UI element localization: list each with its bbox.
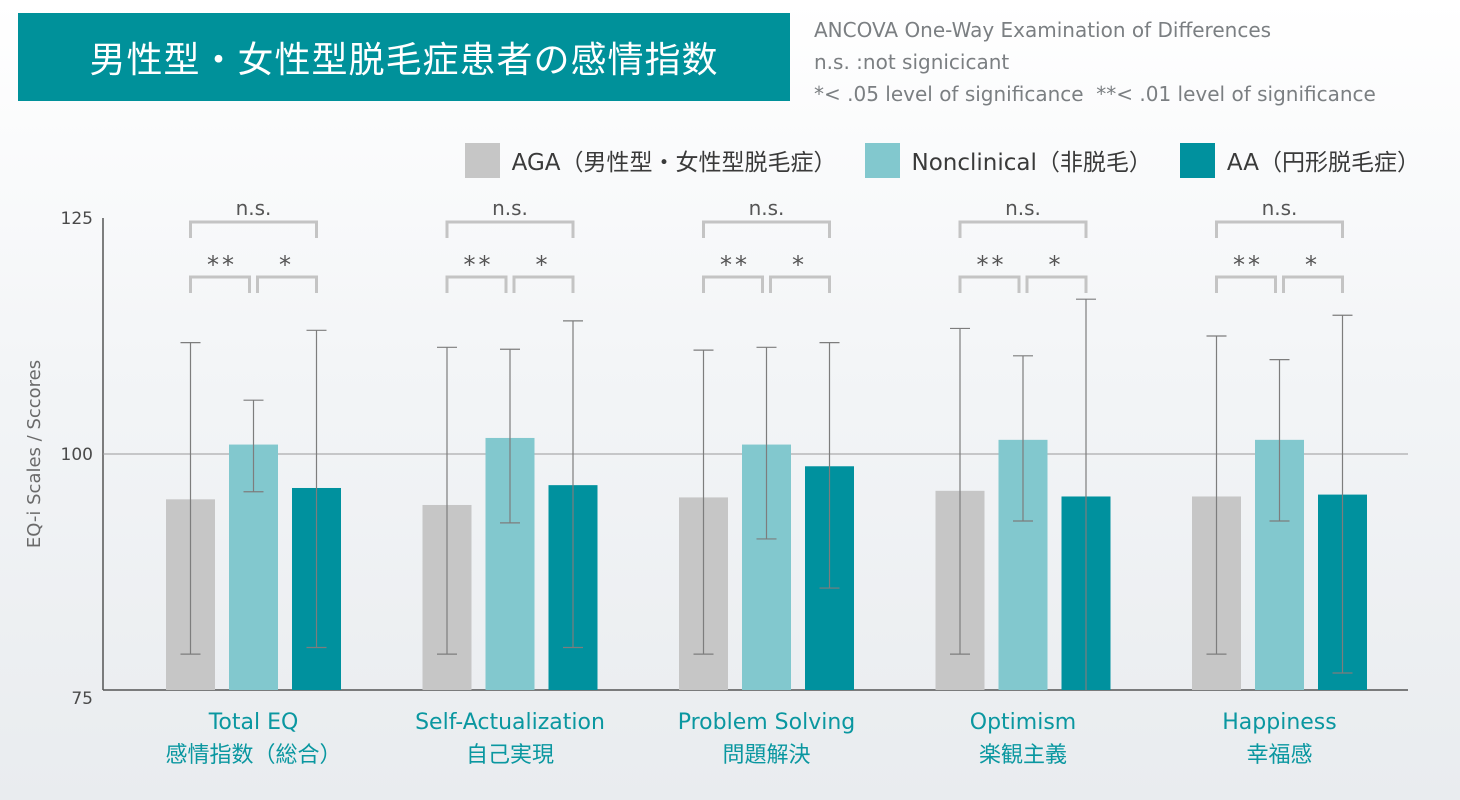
sig-label-top-4: n.s. [1262, 196, 1298, 220]
legend-item-nonclinical: Nonclinical（非脱毛） [864, 142, 1152, 178]
bracket-top-0 [189, 220, 318, 238]
bracket-left-2 [702, 275, 764, 293]
sig-label-right-2: * [792, 251, 804, 279]
category-label-en-4: Happiness [1222, 710, 1336, 735]
sig-label-top-2: n.s. [749, 196, 785, 220]
bracket-left-0 [189, 275, 251, 293]
legend-item-aa: AA（円形脱毛症） [1179, 142, 1420, 178]
category-label-ja-1: 自己実現 [466, 743, 554, 768]
bracket-right-3 [1025, 275, 1088, 293]
bracket-left-1 [445, 275, 508, 293]
legend: AGA（男性型・女性型脱毛症） Nonclinical（非脱毛） AA（円形脱毛… [464, 140, 1420, 180]
note-ancova: ANCOVA One-Way Examination of Difference… [814, 18, 1272, 42]
sig-label-right-3: * [1049, 251, 1061, 279]
sig-label-right-4: * [1305, 251, 1317, 279]
sig-label-top-3: n.s. [1005, 196, 1041, 220]
sig-label-left-2: ** [720, 251, 750, 279]
bracket-left-3 [958, 275, 1021, 293]
chart-title: 男性型・女性型脱毛症患者の感情指数 [89, 40, 719, 81]
y-tick-label-100: 100 [61, 445, 93, 465]
bracket-top-1 [445, 220, 575, 238]
bracket-right-2 [769, 275, 831, 293]
y-axis-label: EQ-i Scales / Sccores [24, 360, 45, 548]
note-significance: *< .05 level of significance **< .01 lev… [814, 82, 1376, 106]
category-label-en-3: Optimism [970, 710, 1076, 735]
sig-label-left-3: ** [977, 251, 1007, 279]
title-banner: 男性型・女性型脱毛症患者の感情指数 [18, 13, 790, 101]
legend-swatch-aga [464, 142, 500, 178]
statistics-notes: ANCOVA One-Way Examination of Difference… [814, 14, 1376, 110]
legend-swatch-aa [1179, 142, 1215, 178]
bracket-top-3 [958, 220, 1088, 238]
bracket-right-0 [256, 275, 318, 293]
sig-label-right-1: * [536, 251, 548, 279]
y-tick-label-75: 75 [71, 689, 93, 709]
legend-label-aa: AA（円形脱毛症） [1226, 150, 1420, 176]
bracket-top-4 [1215, 220, 1344, 238]
sig-label-top-1: n.s. [492, 196, 528, 220]
category-label-ja-4: 幸福感 [1246, 743, 1312, 768]
bracket-left-4 [1215, 275, 1277, 293]
sig-label-right-0: * [279, 251, 291, 279]
bracket-right-1 [512, 275, 575, 293]
category-label-en-2: Problem Solving [678, 710, 856, 735]
category-label-en-0: Total EQ [208, 710, 299, 735]
sig-label-left-0: ** [207, 251, 237, 279]
bracket-right-4 [1282, 275, 1344, 293]
legend-label-nonclinical: Nonclinical（非脱毛） [911, 150, 1152, 176]
category-label-en-1: Self-Actualization [415, 710, 605, 735]
category-label-ja-3: 楽観主義 [979, 743, 1067, 768]
legend-swatch-nonclinical [864, 142, 900, 178]
note-ns: n.s. :not signicicant [814, 50, 1010, 74]
bracket-top-2 [702, 220, 831, 238]
sig-label-top-0: n.s. [236, 196, 272, 220]
y-tick-label-125: 125 [61, 209, 93, 229]
sig-label-left-1: ** [464, 251, 494, 279]
sig-label-left-4: ** [1233, 251, 1263, 279]
legend-label-aga: AGA（男性型・女性型脱毛症） [511, 150, 837, 176]
category-label-ja-2: 問題解決 [722, 743, 810, 768]
category-label-ja-0: 感情指数（総合） [165, 743, 341, 768]
legend-item-aga: AGA（男性型・女性型脱毛症） [464, 142, 837, 178]
